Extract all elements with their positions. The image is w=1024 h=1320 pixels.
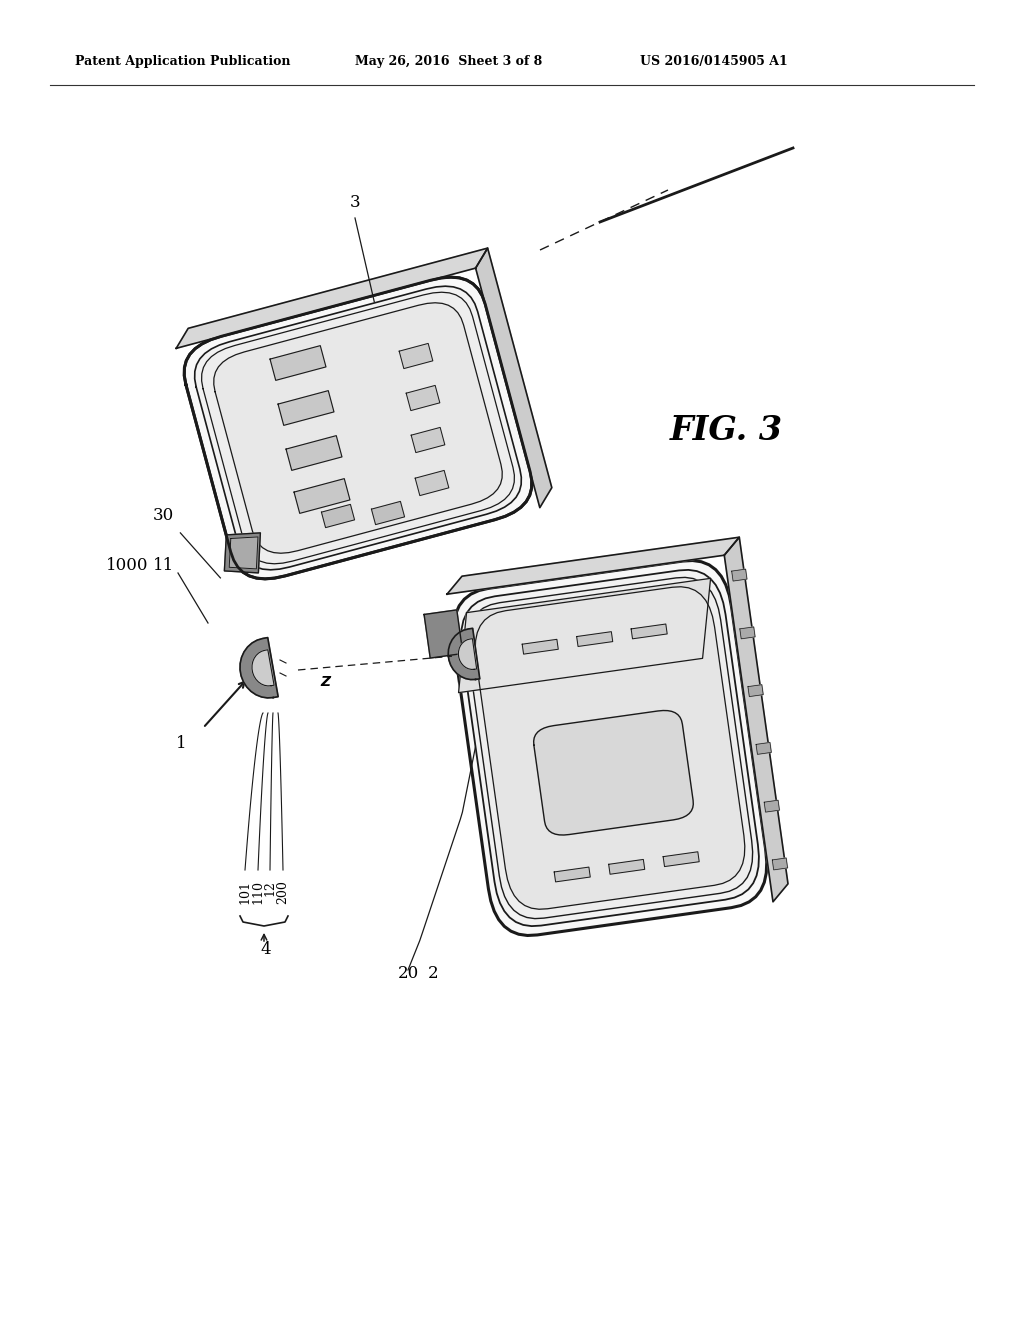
Polygon shape bbox=[195, 286, 521, 570]
Polygon shape bbox=[461, 570, 759, 927]
Polygon shape bbox=[214, 302, 502, 553]
Text: 110: 110 bbox=[252, 880, 264, 904]
Polygon shape bbox=[415, 470, 449, 495]
Polygon shape bbox=[286, 436, 342, 470]
Text: 4: 4 bbox=[260, 941, 270, 958]
Polygon shape bbox=[176, 248, 487, 348]
Polygon shape bbox=[772, 858, 787, 870]
Text: 3: 3 bbox=[350, 194, 360, 211]
Polygon shape bbox=[534, 710, 693, 836]
Polygon shape bbox=[631, 624, 668, 639]
Text: 11: 11 bbox=[153, 557, 174, 574]
Text: 1000: 1000 bbox=[106, 557, 148, 574]
Polygon shape bbox=[756, 742, 771, 754]
Polygon shape bbox=[475, 248, 552, 508]
Text: Patent Application Publication: Patent Application Publication bbox=[75, 55, 291, 69]
Polygon shape bbox=[407, 385, 440, 411]
Polygon shape bbox=[279, 391, 334, 425]
Text: 1: 1 bbox=[176, 735, 186, 752]
Text: 20: 20 bbox=[398, 965, 419, 982]
Polygon shape bbox=[424, 610, 463, 659]
Polygon shape bbox=[229, 537, 258, 569]
Polygon shape bbox=[240, 638, 279, 698]
Text: FIG. 3: FIG. 3 bbox=[670, 413, 783, 446]
Text: 101: 101 bbox=[239, 880, 252, 904]
Polygon shape bbox=[739, 627, 755, 639]
Polygon shape bbox=[454, 561, 767, 936]
Polygon shape bbox=[412, 428, 444, 453]
Polygon shape bbox=[184, 277, 531, 579]
Polygon shape bbox=[449, 628, 480, 680]
Polygon shape bbox=[724, 537, 788, 902]
Text: US 2016/0145905 A1: US 2016/0145905 A1 bbox=[640, 55, 787, 69]
Polygon shape bbox=[467, 577, 753, 919]
Polygon shape bbox=[459, 578, 711, 693]
Polygon shape bbox=[459, 639, 476, 669]
Polygon shape bbox=[252, 649, 274, 686]
Polygon shape bbox=[399, 343, 433, 368]
Polygon shape bbox=[554, 867, 590, 882]
Polygon shape bbox=[224, 533, 260, 573]
Polygon shape bbox=[372, 502, 404, 524]
Text: 200: 200 bbox=[276, 880, 290, 904]
Polygon shape bbox=[608, 859, 645, 874]
Polygon shape bbox=[475, 587, 744, 909]
Polygon shape bbox=[294, 479, 350, 513]
Polygon shape bbox=[764, 800, 779, 812]
Text: May 26, 2016  Sheet 3 of 8: May 26, 2016 Sheet 3 of 8 bbox=[355, 55, 543, 69]
Text: 30: 30 bbox=[153, 507, 174, 524]
Polygon shape bbox=[577, 632, 612, 647]
Polygon shape bbox=[322, 504, 354, 528]
Polygon shape bbox=[732, 569, 746, 581]
Polygon shape bbox=[664, 851, 699, 866]
Polygon shape bbox=[447, 537, 739, 594]
Polygon shape bbox=[748, 685, 763, 697]
Polygon shape bbox=[270, 346, 326, 380]
Polygon shape bbox=[202, 292, 514, 564]
Text: 12: 12 bbox=[263, 880, 276, 896]
Polygon shape bbox=[522, 639, 558, 655]
Text: Z: Z bbox=[319, 675, 330, 689]
Text: 2: 2 bbox=[428, 965, 438, 982]
